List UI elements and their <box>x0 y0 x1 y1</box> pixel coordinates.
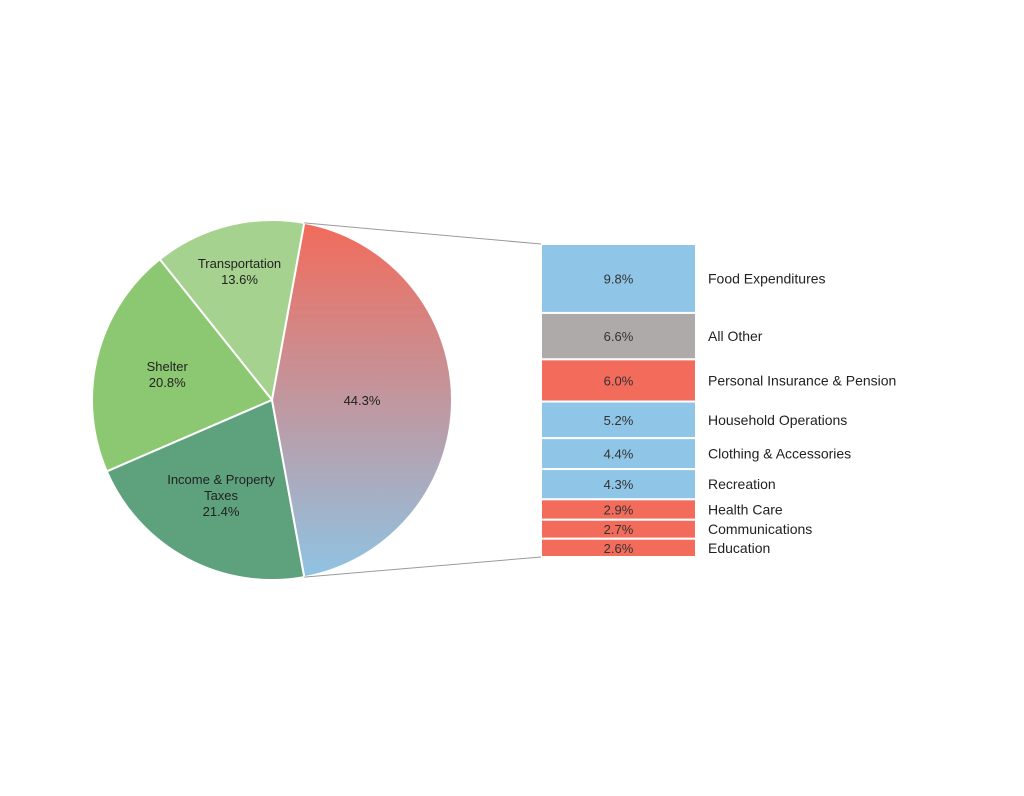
connector-line-top <box>304 222 542 245</box>
breakdown-segment <box>540 311 697 361</box>
breakdown-segment-value: 4.3% <box>604 477 634 492</box>
breakdown-segment-label: Health Care <box>708 502 783 518</box>
breakdown-segment-value: 2.6% <box>604 541 634 556</box>
breakdown-segment-value: 2.9% <box>604 503 634 518</box>
breakdown-segment-label: Food Expenditures <box>708 270 826 286</box>
pie-slice <box>158 219 306 403</box>
breakdown-segment-value: 6.0% <box>604 373 634 388</box>
connector-line-bottom <box>304 556 542 578</box>
pie-slice-exploded <box>270 221 453 579</box>
breakdown-segment-value: 2.7% <box>604 522 634 537</box>
breakdown-segment-value: 6.6% <box>604 329 634 344</box>
breakdown-segment <box>540 537 697 558</box>
breakdown-segment <box>540 243 697 314</box>
breakdown-segment <box>540 400 697 440</box>
pie-slice-value-label: 21.4% <box>203 504 240 519</box>
breakdown-segment-value: 5.2% <box>604 413 634 428</box>
breakdown-segment-label: Clothing & Accessories <box>708 446 851 462</box>
breakdown-labels: 9.8% Food Expenditures 6.6% All Other 6.0% Pe… <box>604 270 897 555</box>
breakdown-segment-label: All Other <box>708 328 763 344</box>
breakdown-segment-value: 4.4% <box>604 447 634 462</box>
breakdown-bar <box>540 243 697 558</box>
pie-slice-label: Transportation <box>198 256 281 271</box>
pie-slice-value-label: 13.6% <box>221 272 258 287</box>
breakdown-segment-label: Education <box>708 540 770 556</box>
pie-slice-label: Income & Property <box>167 472 275 487</box>
pie-slice <box>105 398 306 581</box>
breakdown-segment <box>540 468 697 501</box>
pie-slice-value-label: 44.3% <box>344 393 381 408</box>
breakdown-segment-label: Household Operations <box>708 412 847 428</box>
breakdown-segment-label: Recreation <box>708 476 776 492</box>
breakdown-segment-label: Communications <box>708 521 812 537</box>
breakdown-segment <box>540 358 697 403</box>
breakdown-segment-label: Personal Insurance & Pension <box>708 372 896 388</box>
pie <box>91 219 453 581</box>
pie-slice-label: Shelter <box>147 359 189 374</box>
pie-slice-value-label: 20.8% <box>149 375 186 390</box>
breakdown-segment-value: 9.8% <box>604 271 634 286</box>
pie-slice-label: Taxes <box>204 488 238 503</box>
